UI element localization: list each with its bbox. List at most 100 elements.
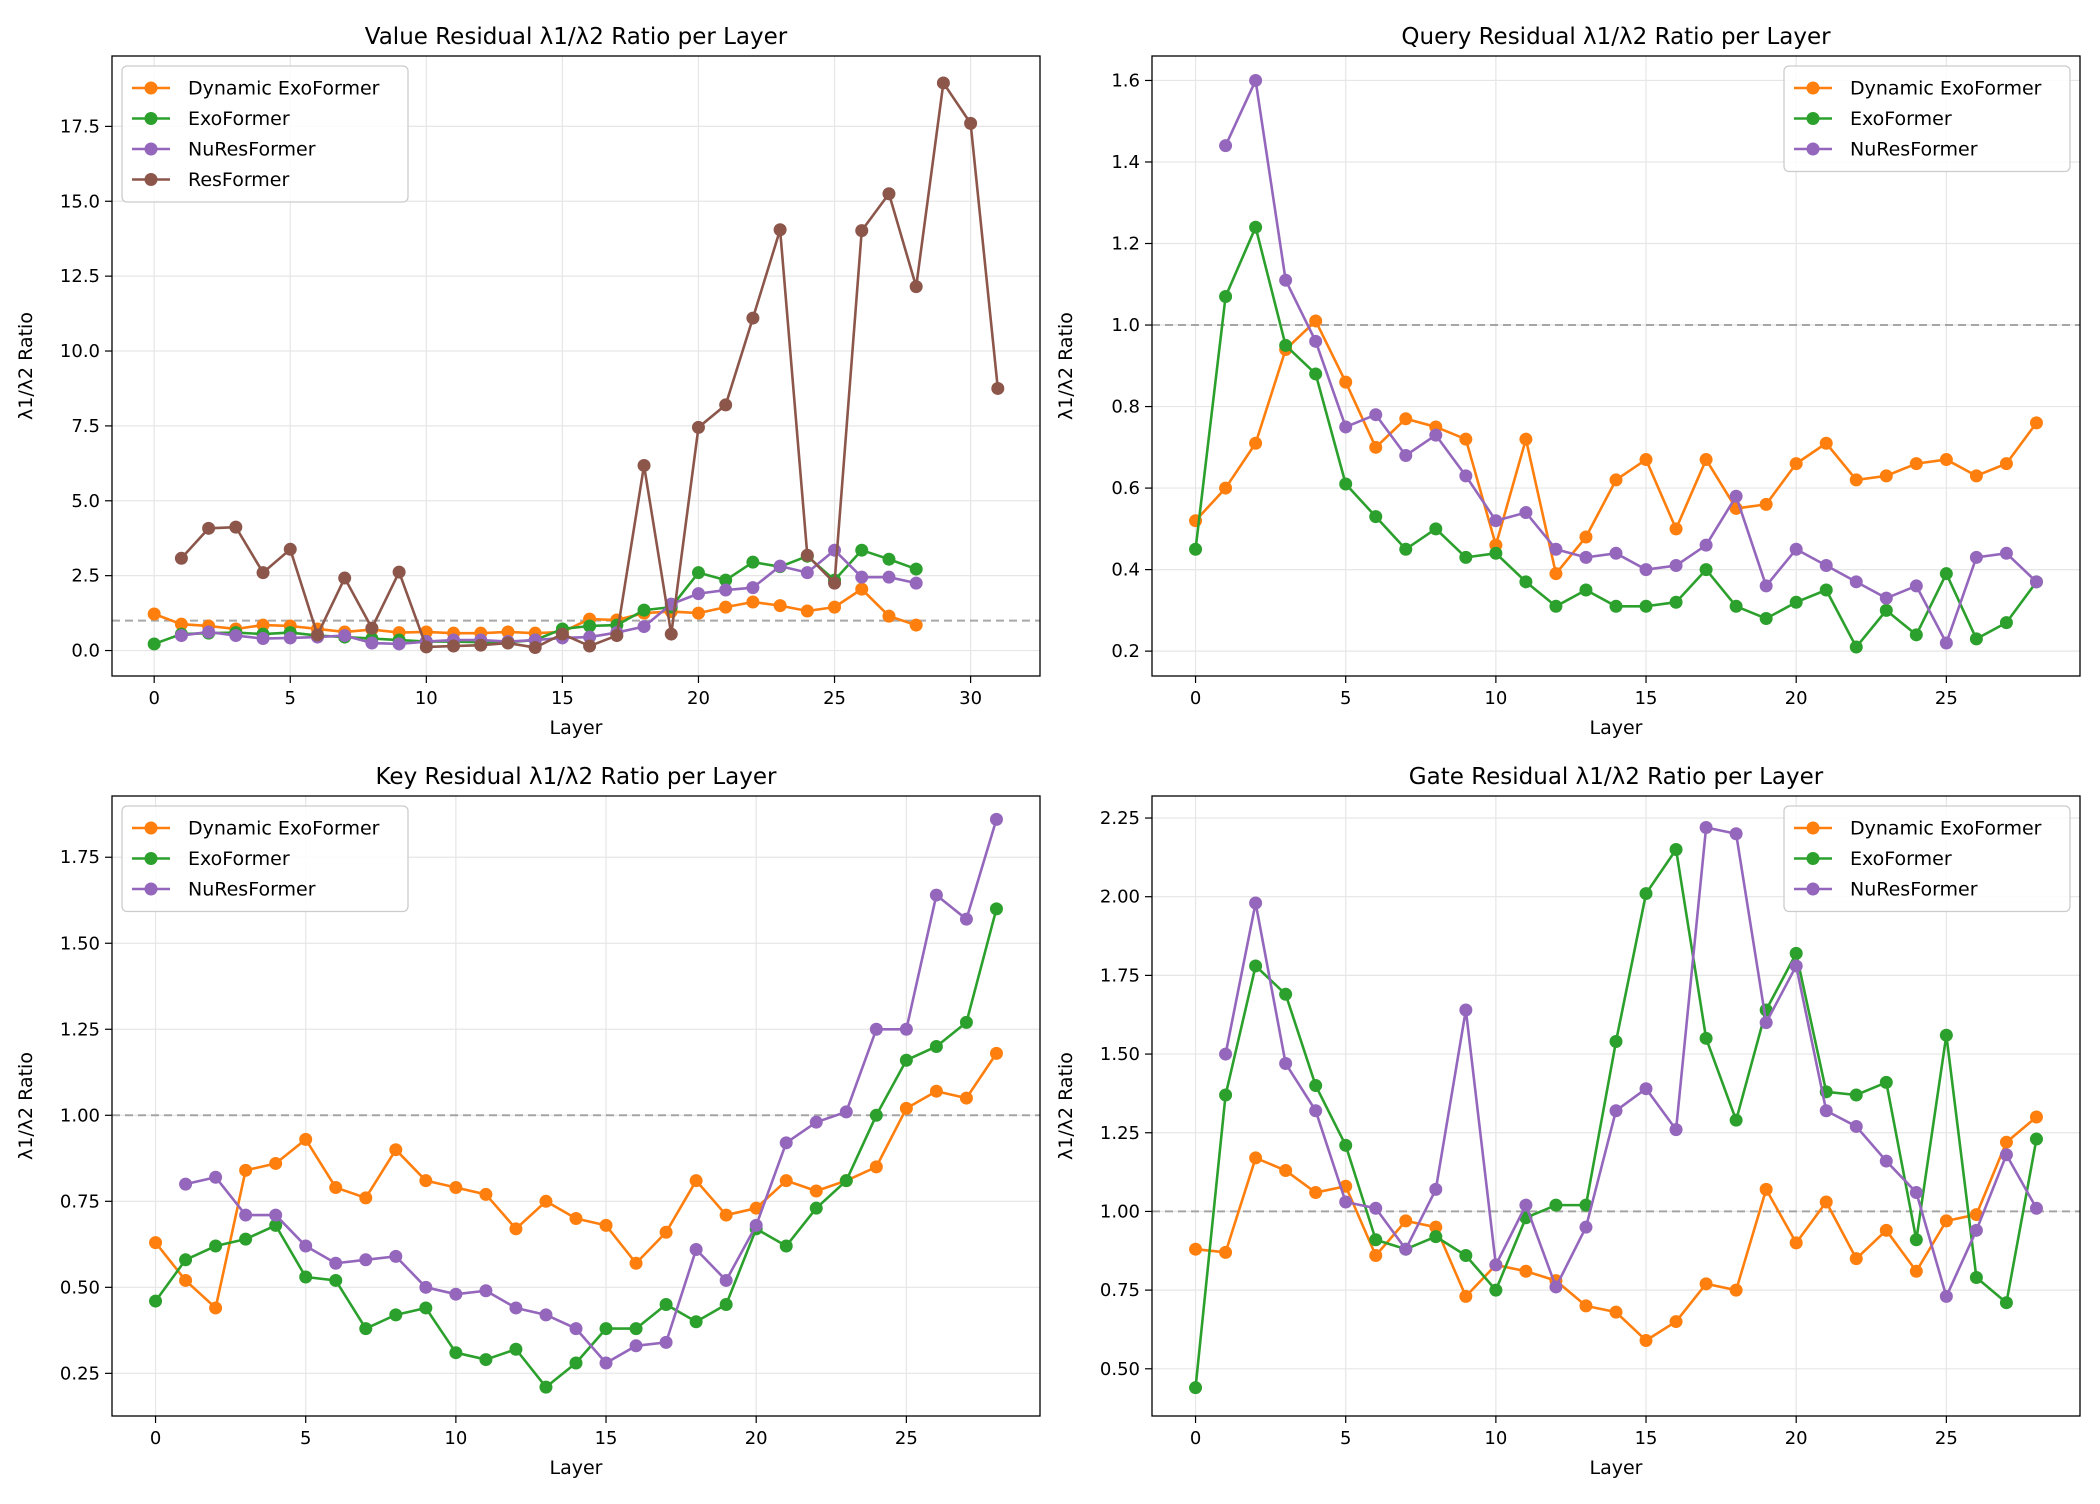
data-point [909, 562, 923, 576]
y-tick-label: 0.25 [60, 1363, 100, 1384]
data-point [991, 381, 1005, 395]
data-point [839, 1174, 853, 1188]
data-point [1939, 567, 1953, 581]
data-point [1909, 1264, 1923, 1278]
data-point [1249, 436, 1263, 450]
y-axis-label: λ1/λ2 Ratio [1055, 312, 1077, 420]
y-tick-label: 0.50 [1100, 1359, 1140, 1380]
chart-panel-query: 0 5 10 15 20 25 0.2 0.4 0.6 0.8 1.0 1.2 1.4 1.6 Query … [1055, 24, 2081, 739]
y-tick-label: 7.5 [71, 416, 100, 437]
data-point [1909, 457, 1923, 471]
data-point [1519, 575, 1533, 589]
x-tick-label: 30 [959, 688, 982, 709]
data-point [773, 559, 787, 573]
data-point [179, 1273, 193, 1287]
data-point [1429, 1220, 1443, 1234]
data-point [1849, 575, 1863, 589]
legend-marker [1806, 821, 1820, 835]
series-line [1224, 826, 2038, 1298]
data-point [555, 627, 569, 641]
data-point [256, 618, 270, 632]
series-exoformer [149, 902, 1003, 1394]
data-point [419, 1174, 433, 1188]
data-point [809, 1115, 823, 1129]
data-point [1969, 469, 1983, 483]
chart-panel-key: 0 5 10 15 20 25 0.25 0.50 0.75 1.00 1.25 1.50 1.75 Ke… [15, 764, 1041, 1479]
series-line [154, 908, 998, 1389]
data-point [959, 1091, 973, 1105]
data-point [809, 1184, 823, 1198]
data-point [239, 1163, 253, 1177]
data-point [1279, 338, 1293, 352]
data-point [629, 1339, 643, 1353]
data-point [310, 628, 324, 642]
data-point [202, 521, 216, 535]
x-tick-label: 5 [1340, 1428, 1351, 1449]
data-point [1729, 827, 1743, 841]
x-tick-label: 10 [415, 688, 438, 709]
data-point [719, 1273, 733, 1287]
data-point [1939, 636, 1953, 650]
data-point [299, 1239, 313, 1253]
data-point [1339, 375, 1353, 389]
legend-box [1783, 805, 2071, 913]
data-point [929, 1039, 943, 1053]
data-point [1609, 1305, 1623, 1319]
data-point [1939, 1289, 1953, 1303]
data-point [1699, 1031, 1713, 1045]
data-point [882, 552, 896, 566]
y-axis-label: λ1/λ2 Ratio [15, 1052, 37, 1160]
data-point [1549, 1198, 1563, 1212]
data-point [209, 1301, 223, 1315]
data-point [1219, 481, 1233, 495]
data-point [239, 1208, 253, 1222]
y-tick-label: 0.75 [60, 1191, 100, 1212]
data-point [1939, 453, 1953, 467]
data-point [1459, 432, 1473, 446]
data-point [1789, 595, 1803, 609]
legend-marker [144, 173, 158, 186]
data-point [1849, 1088, 1863, 1102]
data-point [1999, 616, 2013, 630]
data-point [1639, 599, 1653, 613]
data-point [1399, 448, 1413, 462]
y-tick-label: 1.0 [1111, 315, 1140, 336]
data-point [719, 583, 733, 597]
data-point [800, 548, 814, 562]
data-point [501, 625, 515, 639]
data-point [779, 1239, 793, 1253]
data-point [569, 1212, 583, 1226]
data-point [1279, 1164, 1293, 1178]
legend-label: NuResFormer [188, 139, 316, 161]
data-point [929, 1084, 943, 1098]
data-point [202, 625, 216, 639]
x-tick-label: 15 [1635, 688, 1658, 709]
data-point [1789, 1236, 1803, 1250]
data-point [1309, 1186, 1323, 1200]
data-point [1249, 1151, 1263, 1165]
data-point [599, 1356, 613, 1370]
chart-title: Value Residual λ1/λ2 Ratio per Layer [365, 24, 788, 50]
data-point [539, 1308, 553, 1322]
legend-item-exoformer: ExoFormer [132, 848, 290, 870]
data-point [689, 1315, 703, 1329]
data-point [269, 1208, 283, 1222]
data-point [1189, 542, 1203, 556]
data-point [1219, 139, 1233, 153]
data-point [1909, 628, 1923, 642]
data-point [583, 630, 597, 644]
data-point [389, 1143, 403, 1157]
data-point [2029, 575, 2043, 589]
data-point [1219, 1047, 1233, 1061]
data-point [719, 600, 733, 614]
data-point [869, 1160, 883, 1174]
plot-area [1189, 820, 2043, 1395]
data-point [1669, 522, 1683, 536]
y-axis-label: λ1/λ2 Ratio [1055, 1052, 1077, 1160]
data-point [1909, 1233, 1923, 1247]
data-point [365, 621, 379, 635]
data-point [1609, 1104, 1623, 1118]
data-point [1519, 1264, 1533, 1278]
x-tick-label: 25 [1935, 1428, 1958, 1449]
